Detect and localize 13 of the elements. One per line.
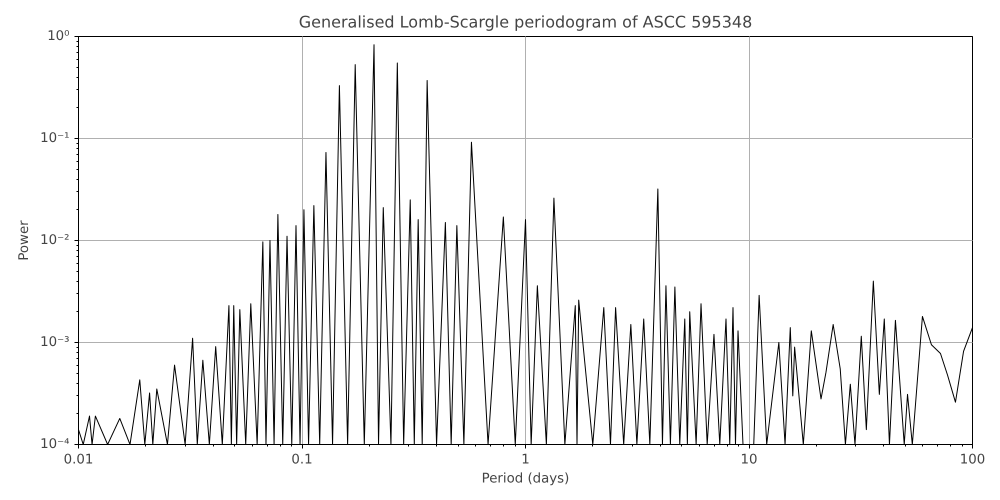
x-axis-title: Period (days) [482, 472, 570, 486]
x-tick-label: 0.01 [64, 452, 94, 468]
x-tick-label: 0.1 [291, 452, 313, 468]
y-tick-label: 10⁰ [47, 29, 70, 44]
x-tick-label: 10 [740, 452, 758, 468]
y-tick-label: 10⁻⁴ [40, 437, 70, 452]
x-tick-label: 1 [521, 452, 530, 468]
chart-title: Generalised Lomb-Scargle periodogram of ASCC 595348 [298, 12, 752, 32]
y-tick-label: 10⁻³ [40, 335, 70, 350]
x-tick-label: 100 [960, 452, 986, 468]
y-tick-label: 10⁻² [40, 233, 70, 248]
y-axis-title: Power [17, 220, 32, 261]
y-tick-label: 10⁻¹ [40, 131, 70, 146]
